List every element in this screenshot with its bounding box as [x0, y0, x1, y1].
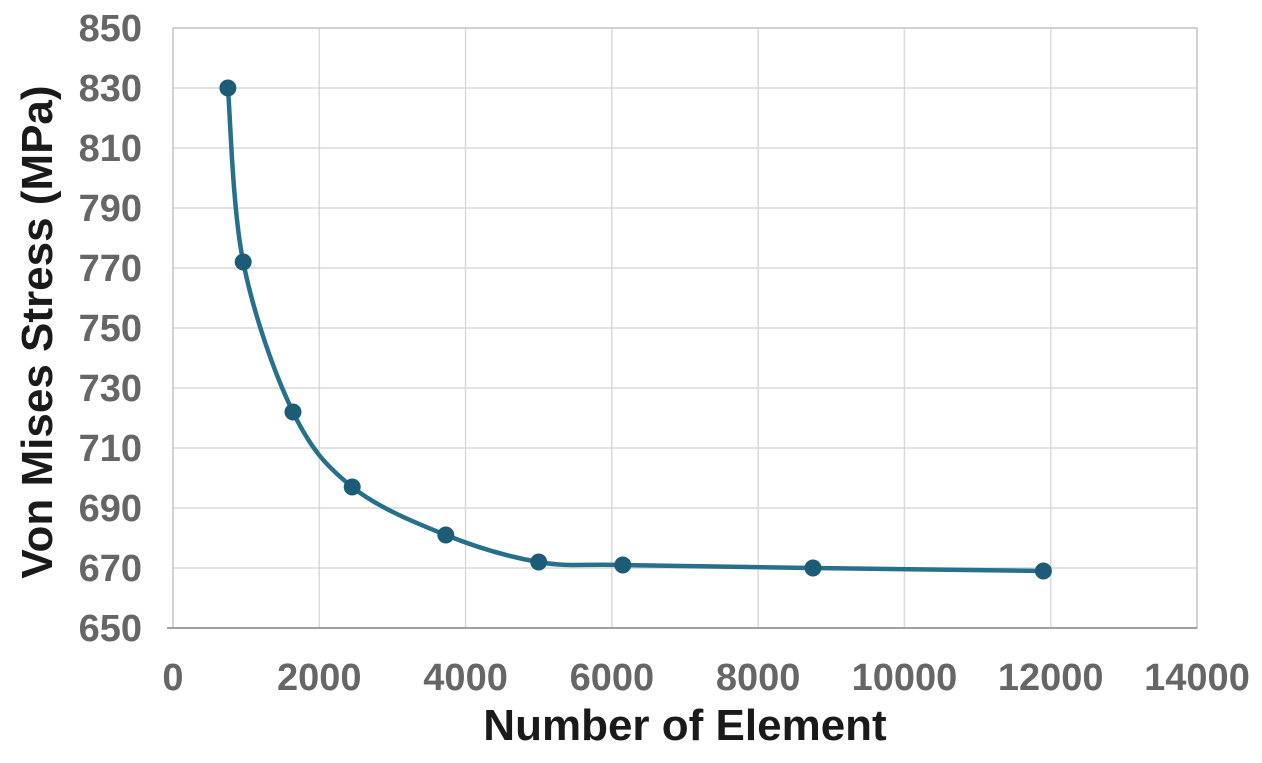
data-point-marker	[219, 79, 237, 97]
data-point-marker	[804, 559, 822, 577]
y-tick-label: 770	[79, 248, 142, 290]
y-tick-label: 710	[79, 428, 142, 470]
x-tick-label: 2000	[277, 657, 362, 699]
x-axis-title: Number of Element	[483, 701, 887, 750]
x-tick-label: 6000	[570, 657, 655, 699]
x-tick-label: 0	[162, 657, 183, 699]
data-point-marker	[343, 478, 361, 496]
y-tick-label: 730	[79, 368, 142, 410]
y-tick-label: 790	[79, 188, 142, 230]
x-tick-label: 14000	[1144, 657, 1250, 699]
x-tick-label: 12000	[998, 657, 1104, 699]
series-line	[225, 85, 1046, 574]
data-point-marker	[234, 253, 252, 271]
x-tick-label: 4000	[423, 657, 508, 699]
y-tick-label: 850	[79, 8, 142, 50]
y-tick-label: 650	[79, 608, 142, 650]
data-point-marker	[530, 553, 548, 571]
data-point-marker	[284, 403, 302, 421]
y-tick-label: 690	[79, 488, 142, 530]
data-point-marker	[437, 526, 455, 544]
data-point-marker	[614, 556, 632, 574]
y-tick-label: 830	[79, 68, 142, 110]
y-tick-label: 810	[79, 128, 142, 170]
x-tick-label: 8000	[716, 657, 801, 699]
y-tick-label: 670	[79, 548, 142, 590]
x-tick-label: 10000	[852, 657, 958, 699]
data-point-marker	[1034, 562, 1052, 580]
y-tick-label: 750	[79, 308, 142, 350]
